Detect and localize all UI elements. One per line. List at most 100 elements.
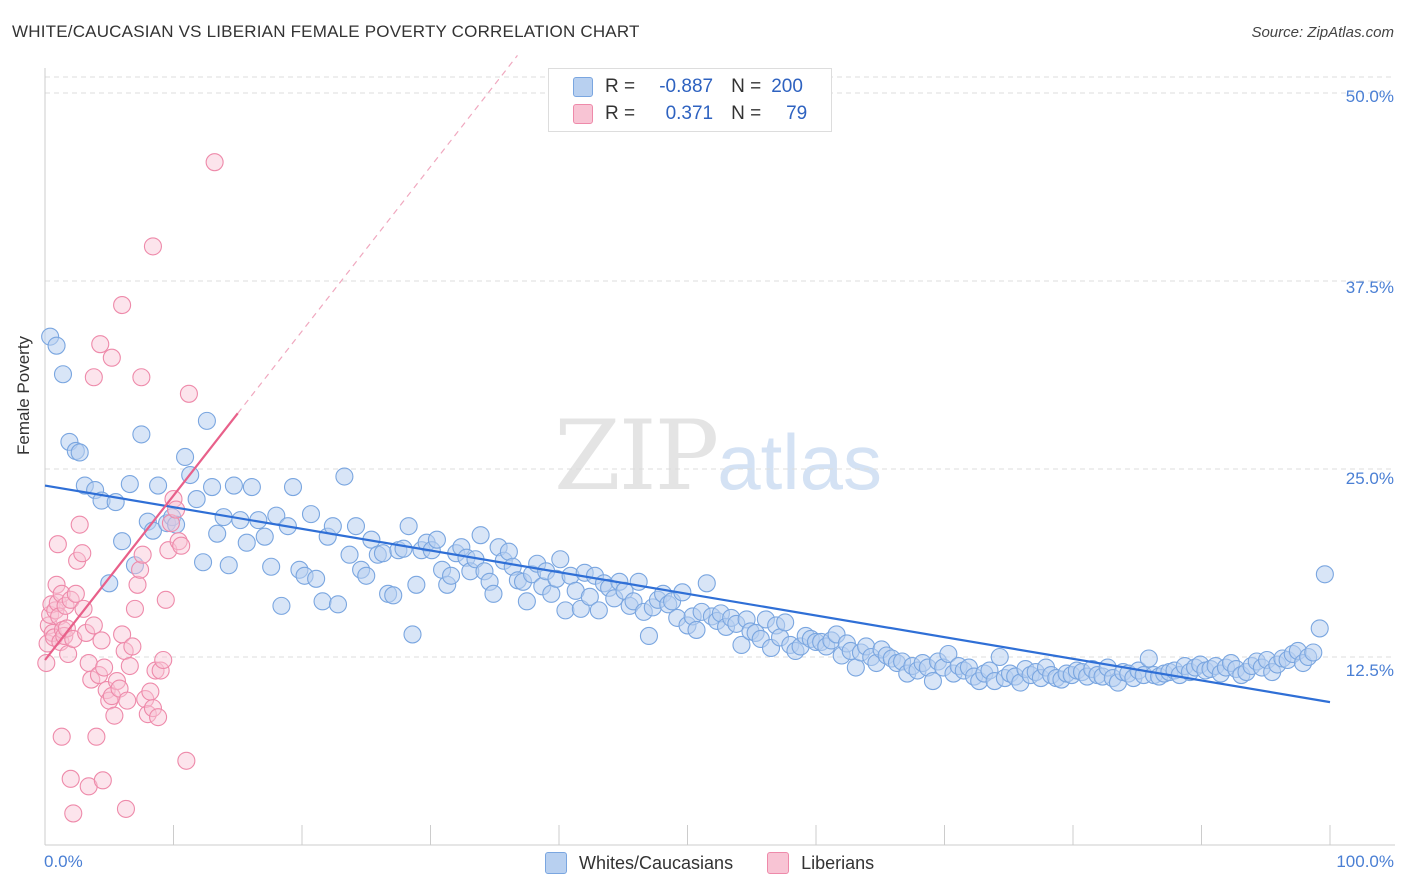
whites-point [629,572,648,591]
liberians-point [59,644,78,664]
whites-point [732,635,751,655]
legend-r-label: R = [605,76,636,97]
liberians-point [107,672,127,691]
legend-swatch-pink [573,104,593,124]
whites-point [262,557,281,576]
whites-point [499,542,518,561]
whites-point [776,613,795,632]
liberians-point [37,653,56,673]
liberians-point [61,590,80,609]
liberians-point [52,727,71,746]
whites-point [283,477,303,497]
whites-point [224,476,243,495]
whites-point [556,601,575,620]
whites-point [403,625,422,644]
liberians-point [91,335,110,354]
liberians-point [70,515,89,534]
whites-point [132,425,151,444]
whites-point [328,595,348,614]
x-tick-label: 0.0% [44,852,83,871]
chart-title: WHITE/CAUCASIAN VS LIBERIAN FEMALE POVER… [12,22,640,41]
whites-point [70,443,89,462]
liberians-point [143,699,162,718]
whites-point [990,647,1009,667]
x-tick-label: 100.0% [1336,852,1394,871]
whites-point [846,658,865,677]
y-tick-label: 12.5% [1345,661,1394,680]
whites-point [1139,649,1158,668]
liberians-trend-extension [237,55,518,414]
whites-point [335,467,354,486]
liberians-point [133,545,152,564]
liberians-point [52,584,71,603]
liberians-point [156,590,175,609]
whites-point [471,526,490,545]
y-axis-label: Female Poverty [14,335,33,455]
y-tick-label: 37.5% [1345,278,1394,297]
series-legend: Whites/Caucasians Liberians [545,852,908,874]
liberians-point [143,237,162,256]
liberians-point [179,384,198,403]
whites-point [1310,619,1329,638]
whites-point [113,532,132,551]
whites-point [484,584,503,603]
whites-point [307,569,326,588]
watermark: ZIPatlas [554,400,882,512]
liberians-point [77,623,96,642]
liberians-point [125,599,144,618]
legend-item-liberians[interactable]: Liberians [767,852,874,874]
whites-point [697,574,716,593]
whites-point [255,527,274,546]
whites-point [639,626,659,645]
whites-point [687,620,706,639]
source-label: Source: ZipAtlas.com [1251,24,1394,41]
whites-point [313,592,332,611]
legend-item-whites[interactable]: Whites/Caucasians [545,852,733,874]
liberians-point [73,544,92,563]
whites-trend-line [44,484,1331,704]
whites-point [542,584,561,603]
liberians-point [84,616,103,635]
liberians-point [120,656,139,676]
legend-row-whites: R = -0.887 N = 200 [573,75,803,99]
y-tick-label: 25.0% [1345,469,1394,488]
whites-point [272,596,291,615]
liberians-point [151,661,170,680]
whites-point [340,545,359,564]
legend-label: Liberians [801,852,875,873]
legend-row-liberians: R = 0.371 N = 79 [573,102,807,126]
liberians-point [141,682,160,701]
whites-point [47,336,66,355]
whites-point [580,587,599,606]
whites-point [357,566,376,585]
liberians-point [138,705,157,724]
whites-point [571,599,590,618]
legend-n-label: N = [731,103,762,124]
whites-point [1315,565,1334,584]
liberians-point [131,560,150,579]
whites-point [589,601,608,620]
whites-point [203,477,222,497]
liberians-point [105,706,124,725]
liberians-trend-line [44,412,239,661]
legend-label: Whites/Caucasians [579,852,734,873]
whites-point [346,517,366,536]
correlation-legend: R = -0.887 N = 200 R = 0.371 N = 79 [548,68,832,132]
y-tick-label: 50.0% [1345,87,1394,106]
liberians-point [66,584,85,603]
liberians-point [172,536,191,555]
whites-point [100,574,119,593]
whites-point [373,544,393,563]
liberians-point [102,348,121,367]
liberians-point [118,691,137,710]
whites-point [301,505,321,524]
liberians-point [128,575,147,594]
whites-point [149,476,168,495]
liberians-point [149,708,168,727]
liberians-point [47,575,66,594]
whites-point [187,490,206,509]
whites-point [923,672,942,691]
legend-n-label: N = [731,76,762,97]
liberians-point [161,514,180,533]
